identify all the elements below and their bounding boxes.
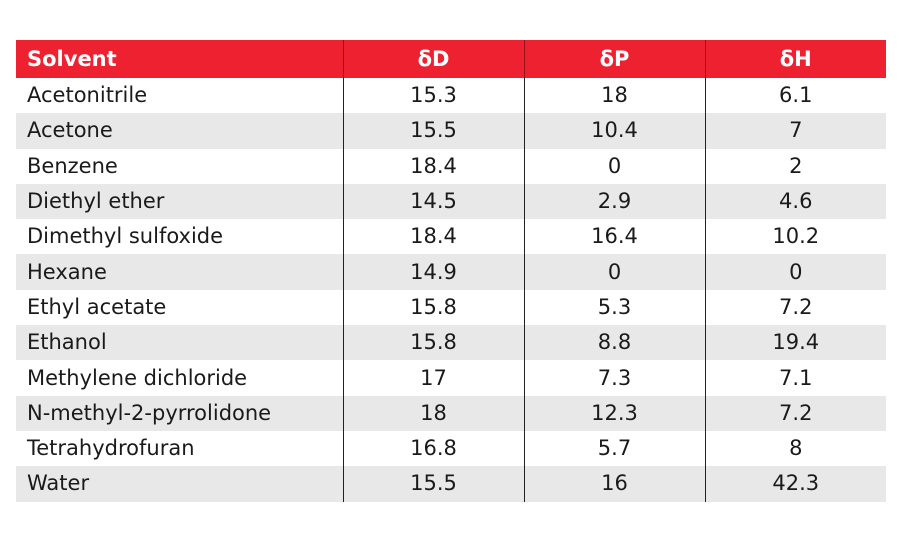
cell-delta-h: 8 <box>704 430 886 467</box>
cell-delta-p: 5.7 <box>523 430 705 467</box>
header-delta-p: δP <box>523 40 705 78</box>
solvent-table-container: Solvent δD δP δH Acetonitrile 15.3 18 6.1 Ac… <box>16 40 886 502</box>
cell-delta-h: 2 <box>704 148 886 184</box>
cell-solvent: Ethyl acetate <box>16 289 343 326</box>
cell-delta-h: 10.2 <box>704 219 886 255</box>
cell-solvent: N-methyl-2-pyrrolidone <box>16 395 343 431</box>
cell-delta-p: 10.4 <box>523 113 705 149</box>
table-row: Ethanol 15.8 8.8 19.4 <box>16 325 886 361</box>
cell-delta-d: 14.5 <box>342 183 524 220</box>
cell-solvent: Dimethyl sulfoxide <box>16 219 343 255</box>
table-body: Acetonitrile 15.3 18 6.1 Acetone 15.5 10.4 7 Ben… <box>16 78 886 502</box>
table-row: Methylene dichloride 17 7.3 7.1 <box>16 360 886 396</box>
cell-delta-p: 16.4 <box>523 219 705 255</box>
cell-delta-p: 5.3 <box>523 289 705 326</box>
cell-solvent: Benzene <box>16 148 343 184</box>
cell-delta-d: 15.8 <box>342 325 524 361</box>
cell-delta-p: 16 <box>523 466 705 502</box>
cell-delta-p: 2.9 <box>523 183 705 220</box>
cell-delta-d: 15.3 <box>342 78 524 114</box>
table-row: N-methyl-2-pyrrolidone 18 12.3 7.2 <box>16 395 886 431</box>
cell-delta-h: 7.2 <box>704 395 886 431</box>
cell-solvent: Ethanol <box>16 325 343 361</box>
table-row: Benzene 18.4 0 2 <box>16 148 886 184</box>
cell-solvent: Diethyl ether <box>16 183 343 220</box>
solvent-parameters-table: Solvent δD δP δH Acetonitrile 15.3 18 6.1 Ac… <box>16 40 886 502</box>
cell-solvent: Acetone <box>16 113 343 149</box>
cell-delta-d: 17 <box>342 360 524 396</box>
cell-delta-p: 0 <box>523 254 705 290</box>
cell-delta-h: 6.1 <box>704 78 886 114</box>
table-row: Acetonitrile 15.3 18 6.1 <box>16 78 886 114</box>
cell-delta-p: 18 <box>523 78 705 114</box>
cell-solvent: Acetonitrile <box>16 78 343 114</box>
cell-delta-h: 19.4 <box>704 325 886 361</box>
cell-delta-d: 16.8 <box>342 430 524 467</box>
header-solvent: Solvent <box>16 40 343 78</box>
table-row: Hexane 14.9 0 0 <box>16 254 886 290</box>
cell-delta-h: 7.2 <box>704 289 886 326</box>
cell-delta-d: 18 <box>342 395 524 431</box>
table-row: Dimethyl sulfoxide 18.4 16.4 10.2 <box>16 219 886 255</box>
cell-delta-d: 18.4 <box>342 219 524 255</box>
cell-solvent: Methylene dichloride <box>16 360 343 396</box>
cell-delta-p: 8.8 <box>523 325 705 361</box>
table-row: Water 15.5 16 42.3 <box>16 466 886 502</box>
table-row: Diethyl ether 14.5 2.9 4.6 <box>16 183 886 220</box>
cell-delta-h: 7 <box>704 113 886 149</box>
cell-delta-h: 4.6 <box>704 183 886 220</box>
table-header-row: Solvent δD δP δH <box>16 40 886 78</box>
cell-delta-h: 42.3 <box>704 466 886 502</box>
cell-delta-p: 7.3 <box>523 360 705 396</box>
cell-delta-d: 14.9 <box>342 254 524 290</box>
cell-delta-h: 0 <box>704 254 886 290</box>
cell-delta-p: 12.3 <box>523 395 705 431</box>
cell-delta-h: 7.1 <box>704 360 886 396</box>
cell-solvent: Hexane <box>16 254 343 290</box>
table-row: Acetone 15.5 10.4 7 <box>16 113 886 149</box>
cell-delta-d: 15.8 <box>342 289 524 326</box>
cell-delta-p: 0 <box>523 148 705 184</box>
cell-delta-d: 15.5 <box>342 466 524 502</box>
cell-delta-d: 18.4 <box>342 148 524 184</box>
header-delta-d: δD <box>342 40 524 78</box>
header-delta-h: δH <box>704 40 886 78</box>
table-row: Ethyl acetate 15.8 5.3 7.2 <box>16 289 886 326</box>
cell-solvent: Tetrahydrofuran <box>16 430 343 467</box>
cell-delta-d: 15.5 <box>342 113 524 149</box>
cell-solvent: Water <box>16 466 343 502</box>
table-row: Tetrahydrofuran 16.8 5.7 8 <box>16 430 886 467</box>
